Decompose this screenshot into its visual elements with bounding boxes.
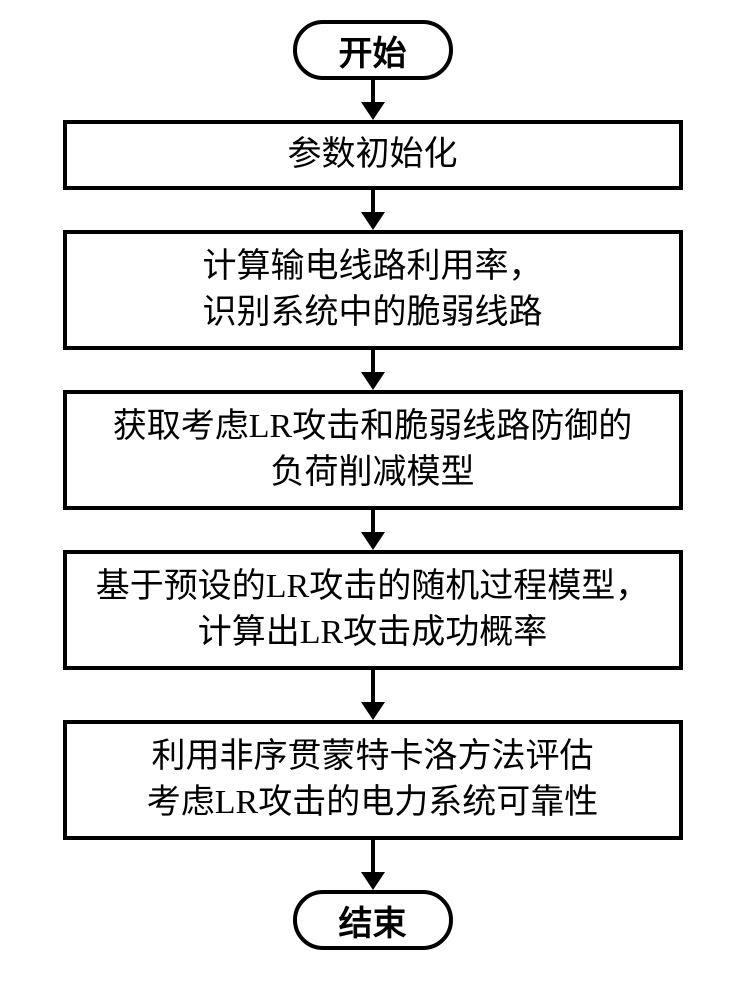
step1-process: 参数初始化 — [63, 120, 683, 190]
step5-label: 利用非序贯蒙特卡洛方法评估 考虑LR攻击的电力系统可靠性 — [147, 734, 598, 826]
end-label: 结束 — [339, 896, 407, 945]
step1-label: 参数初始化 — [288, 132, 458, 178]
step3-label: 获取考虑LR攻击和脆弱线路防御的 负荷削减模型 — [113, 404, 632, 496]
step2-process: 计算输电线路利用率， 识别系统中的脆弱线路 — [63, 230, 683, 350]
arrow-shaft — [371, 510, 375, 532]
arrow-shaft — [371, 190, 375, 212]
start-terminator: 开始 — [293, 20, 453, 80]
arrow-head-icon — [361, 372, 385, 390]
end-terminator: 结束 — [293, 890, 453, 950]
arrow-shaft — [371, 350, 375, 372]
step5-process: 利用非序贯蒙特卡洛方法评估 考虑LR攻击的电力系统可靠性 — [63, 720, 683, 840]
arrow-head-icon — [361, 212, 385, 230]
start-label: 开始 — [339, 26, 407, 75]
arrow-shaft — [371, 840, 375, 872]
arrow-head-icon — [361, 702, 385, 720]
step2-label: 计算输电线路利用率， 识别系统中的脆弱线路 — [203, 244, 543, 336]
step4-label: 基于预设的LR攻击的随机过程模型， 计算出LR攻击成功概率 — [96, 564, 649, 656]
arrow-head-icon — [361, 872, 385, 890]
arrow-head-icon — [361, 532, 385, 550]
step4-process: 基于预设的LR攻击的随机过程模型， 计算出LR攻击成功概率 — [63, 550, 683, 670]
step3-process: 获取考虑LR攻击和脆弱线路防御的 负荷削减模型 — [63, 390, 683, 510]
flowchart-canvas: 开始参数初始化计算输电线路利用率， 识别系统中的脆弱线路获取考虑LR攻击和脆弱线… — [0, 0, 745, 1000]
arrow-head-icon — [361, 102, 385, 120]
arrow-shaft — [371, 80, 375, 102]
arrow-shaft — [371, 670, 375, 702]
